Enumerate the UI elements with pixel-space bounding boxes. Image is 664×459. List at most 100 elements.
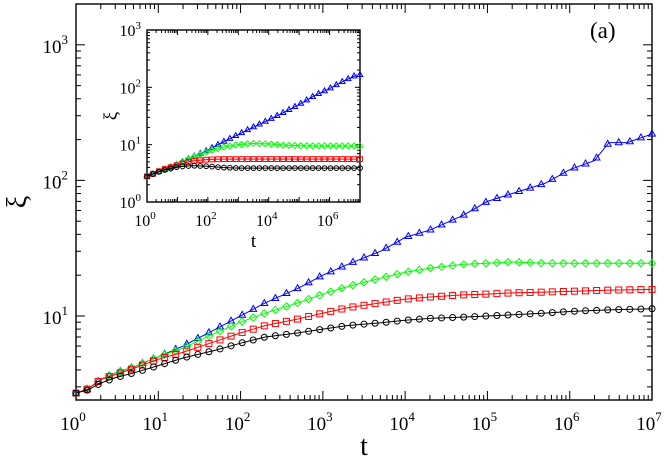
data-point-diamond bbox=[237, 140, 246, 149]
data-point-triangle bbox=[503, 190, 513, 198]
data-point-circle bbox=[72, 389, 80, 397]
data-point-triangle bbox=[303, 95, 311, 103]
x-tick-label: 101 bbox=[143, 409, 169, 435]
data-point-triangle bbox=[214, 140, 222, 147]
data-point-circle bbox=[404, 316, 412, 324]
x-axis-title: t bbox=[251, 231, 257, 252]
data-point-square bbox=[548, 288, 556, 296]
data-point-square bbox=[205, 340, 213, 348]
data-point-circle bbox=[327, 324, 335, 332]
data-point-circle bbox=[504, 311, 512, 319]
data-point-square bbox=[280, 156, 286, 163]
data-point-triangle bbox=[326, 83, 335, 91]
data-point-triangle bbox=[481, 197, 491, 205]
data-point-triangle bbox=[492, 193, 502, 201]
data-point-diamond bbox=[404, 267, 413, 277]
data-point-diamond bbox=[348, 280, 358, 290]
data-point-diamond bbox=[332, 142, 341, 150]
data-point-circle bbox=[327, 165, 334, 172]
y-tick-base: 10 bbox=[43, 308, 62, 329]
data-point-diamond bbox=[492, 258, 502, 268]
data-point-square bbox=[327, 307, 335, 315]
data-point-triangle bbox=[370, 248, 380, 257]
data-point-diamond bbox=[260, 309, 269, 318]
data-point-diamond bbox=[320, 142, 329, 150]
data-point-circle bbox=[548, 309, 556, 317]
data-point-circle bbox=[83, 386, 91, 394]
data-point-triangle bbox=[304, 277, 313, 286]
data-point-circle bbox=[215, 164, 221, 171]
data-point-square bbox=[593, 287, 601, 295]
data-point-circle bbox=[262, 165, 269, 172]
data-point-triangle bbox=[337, 262, 347, 270]
data-point-circle bbox=[449, 314, 457, 322]
x-tick-base: 10 bbox=[554, 414, 573, 435]
data-point-square bbox=[274, 156, 281, 163]
data-point-circle bbox=[197, 163, 204, 169]
data-point-circle bbox=[260, 333, 268, 341]
data-point-square bbox=[648, 285, 656, 293]
x-tick-base: 10 bbox=[225, 414, 244, 435]
x-tick-label: 102 bbox=[195, 210, 217, 230]
data-point-diamond bbox=[392, 269, 402, 279]
x-tick-exponent: 6 bbox=[573, 409, 580, 424]
data-point-diamond bbox=[636, 258, 646, 268]
y-tick-exponent: 2 bbox=[62, 167, 69, 182]
data-point-square bbox=[351, 156, 357, 163]
data-point-diamond bbox=[208, 146, 216, 154]
x-tick-exponent: 7 bbox=[655, 409, 662, 424]
data-point-square bbox=[227, 332, 235, 340]
data-point-circle bbox=[191, 162, 198, 169]
x-tick-base: 10 bbox=[143, 414, 162, 435]
data-point-circle bbox=[559, 308, 567, 316]
data-point-square bbox=[256, 156, 263, 163]
x-tick-base: 10 bbox=[317, 213, 333, 230]
data-point-circle bbox=[249, 336, 257, 344]
data-point-circle bbox=[94, 380, 102, 388]
data-point-triangle bbox=[448, 215, 457, 223]
data-point-square bbox=[582, 287, 590, 295]
data-point-triangle bbox=[260, 298, 269, 306]
x-tick-base: 10 bbox=[307, 414, 326, 435]
x-tick-label: 102 bbox=[225, 409, 250, 435]
data-point-circle bbox=[515, 310, 523, 318]
data-point-diamond bbox=[525, 258, 535, 267]
data-point-diamond bbox=[271, 305, 280, 315]
y-tick-label: 101 bbox=[43, 303, 69, 329]
data-point-square bbox=[197, 157, 204, 164]
data-point-diamond bbox=[308, 142, 317, 150]
data-point-triangle bbox=[243, 125, 252, 133]
data-point-square bbox=[232, 156, 239, 163]
y-tick-exponent: 3 bbox=[62, 32, 69, 47]
data-point-circle bbox=[232, 165, 239, 171]
data-point-circle bbox=[582, 307, 590, 315]
data-point-diamond bbox=[196, 150, 204, 159]
data-point-triangle bbox=[359, 253, 369, 261]
data-point-circle bbox=[209, 163, 215, 170]
y-tick-label: 102 bbox=[120, 77, 142, 97]
data-point-square bbox=[371, 300, 379, 308]
data-point-triangle bbox=[204, 327, 214, 336]
data-point-square bbox=[321, 156, 328, 163]
x-tick-label: 104 bbox=[256, 210, 278, 230]
data-point-triangle bbox=[437, 220, 446, 228]
data-point-circle bbox=[570, 307, 578, 315]
data-point-circle bbox=[526, 310, 534, 318]
data-point-square bbox=[244, 156, 251, 163]
data-point-triangle bbox=[293, 283, 302, 292]
data-point-triangle bbox=[320, 86, 329, 94]
data-point-diamond bbox=[291, 141, 299, 150]
data-point-circle bbox=[371, 319, 379, 327]
data-point-circle bbox=[203, 163, 210, 170]
data-point-triangle bbox=[356, 70, 364, 78]
data-point-circle bbox=[493, 312, 501, 320]
data-point-square bbox=[262, 156, 269, 163]
data-point-triangle bbox=[581, 159, 590, 167]
data-point-triangle bbox=[559, 168, 568, 176]
data-point-triangle bbox=[291, 102, 299, 109]
data-point-diamond bbox=[481, 258, 491, 268]
x-tick-label: 106 bbox=[317, 210, 339, 230]
x-tick-exponent: 4 bbox=[408, 409, 415, 424]
data-point-diamond bbox=[426, 263, 435, 273]
data-point-triangle bbox=[344, 74, 352, 82]
